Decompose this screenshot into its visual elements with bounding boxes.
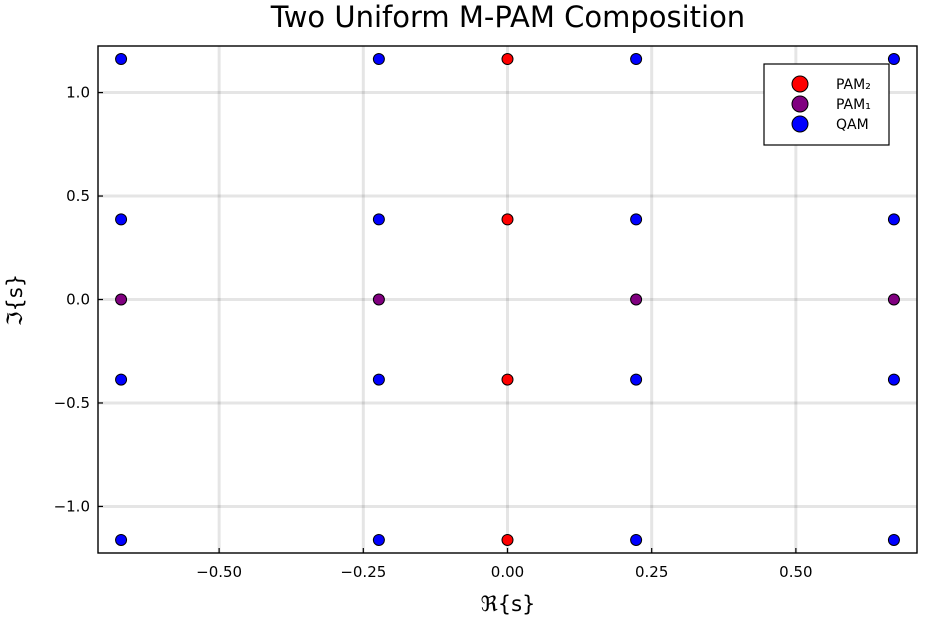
y-tick-label: 1.0 (66, 84, 90, 102)
y-tick-label: 0.5 (66, 187, 90, 205)
y-tick-label: 0.0 (66, 291, 90, 309)
x-tick-label: −0.50 (196, 563, 242, 581)
point-qam (115, 533, 128, 546)
point-qam (630, 373, 643, 386)
point-qam (372, 373, 385, 386)
point-qam (887, 373, 900, 386)
y-tick-label: −1.0 (54, 497, 90, 515)
point-qam (887, 53, 900, 66)
point-pam (887, 293, 900, 306)
legend: PAM₂ PAM₁ QAM (763, 63, 890, 146)
chart-title: Two Uniform M-PAM Composition (270, 0, 745, 34)
point-pam (115, 293, 128, 306)
x-tick-label: 0.25 (635, 563, 668, 581)
point-qam (115, 53, 128, 66)
legend-marker (791, 95, 809, 113)
data-points (115, 53, 900, 546)
point-qam (115, 373, 128, 386)
x-tick-label: −0.25 (340, 563, 386, 581)
x-tick-label: 0.50 (779, 563, 812, 581)
x-tick-label: 0.00 (491, 563, 524, 581)
point-pam (501, 53, 514, 66)
legend-label: PAM₂ (836, 77, 871, 93)
legend-label: PAM₁ (836, 97, 871, 113)
y-axis-label: ℑ{s} (3, 274, 27, 326)
point-qam (372, 53, 385, 66)
point-qam (372, 213, 385, 226)
point-pam (630, 293, 643, 306)
point-qam (630, 213, 643, 226)
point-pam (501, 213, 514, 226)
point-qam (630, 533, 643, 546)
y-tick-label: −0.5 (54, 394, 90, 412)
point-pam (501, 373, 514, 386)
legend-marker (791, 115, 809, 133)
point-qam (372, 533, 385, 546)
legend-label: QAM (836, 117, 869, 133)
point-qam (887, 213, 900, 226)
point-qam (115, 213, 128, 226)
x-axis-ticks: −0.50 −0.25 0.00 0.25 0.50 (196, 548, 813, 581)
plot-frame (97, 45, 918, 554)
point-pam (501, 533, 514, 546)
point-qam (887, 533, 900, 546)
x-axis-label: ℜ{s} (481, 592, 536, 616)
point-qam (630, 53, 643, 66)
legend-marker (791, 75, 809, 93)
point-pam (372, 293, 385, 306)
y-axis-ticks: −1.0 −0.5 0.0 0.5 1.0 (54, 84, 103, 515)
legend-box (763, 63, 890, 146)
